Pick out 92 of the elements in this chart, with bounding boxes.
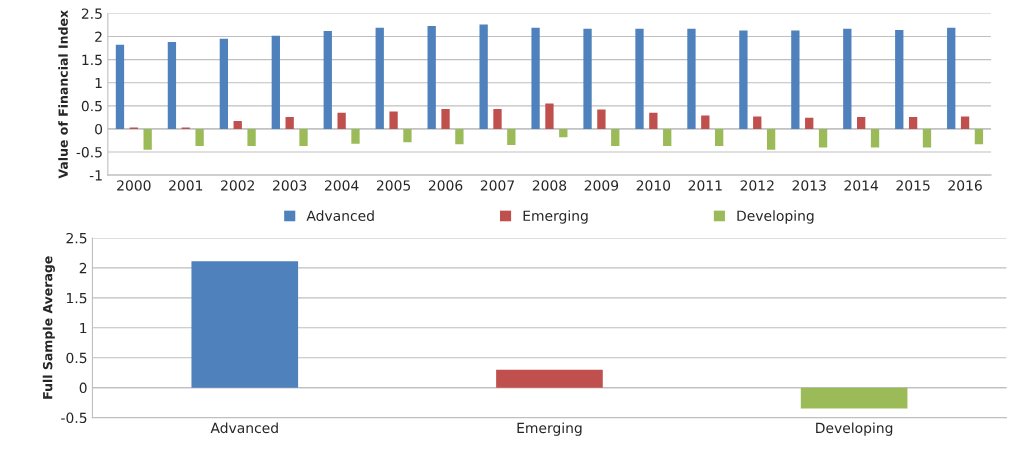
x-tick-label: 2004: [324, 180, 359, 191]
x-tick-label: Emerging: [517, 422, 582, 436]
bar: [791, 30, 800, 129]
x-tick-label: 2000: [117, 180, 151, 191]
x-tick-label: 2010: [636, 180, 671, 191]
bar: [843, 28, 852, 129]
bar: [233, 121, 242, 129]
bar: [351, 128, 360, 144]
y-tick-label: 0: [79, 382, 87, 394]
bar: [496, 369, 603, 388]
bar: [167, 42, 177, 129]
bar: [635, 28, 644, 129]
x-tick-label: 2013: [792, 180, 826, 191]
bar: [271, 35, 280, 129]
y-tick-label: 0.5: [66, 352, 87, 364]
x-tick-label: 2003: [273, 180, 307, 191]
legend-label: Developing: [737, 210, 814, 224]
x-tick-label: 2002: [221, 180, 254, 191]
y-tick-label: 0.5: [81, 100, 102, 112]
bar: [800, 387, 908, 409]
bar: [649, 112, 658, 129]
y-axis-title: Value of Financial Index: [58, 10, 68, 179]
bar: [219, 38, 229, 129]
x-tick-label: 2009: [584, 180, 619, 191]
x-tick-label: Advanced: [210, 422, 278, 434]
y-tick-label: 2: [79, 262, 87, 274]
bar: [545, 103, 554, 129]
bar: [857, 116, 866, 129]
bar: [455, 128, 464, 145]
x-tick-label: 2012: [740, 180, 774, 191]
y-tick-label: 2: [95, 31, 102, 42]
x-tick-label: 2006: [428, 180, 463, 191]
y-tick-label: 1: [95, 77, 102, 89]
x-tick-label: Developing: [816, 422, 893, 436]
x-tick-label: 2011: [688, 180, 722, 191]
bar: [389, 111, 398, 129]
bar: [805, 117, 814, 129]
x-tick-label: 2005: [376, 180, 411, 191]
bar: [870, 128, 880, 148]
bar: [947, 27, 956, 129]
bar: [115, 44, 125, 129]
bar: [960, 116, 970, 129]
bar: [479, 24, 488, 129]
bar: [375, 27, 384, 129]
bar: [247, 128, 256, 147]
x-tick-label: 2008: [532, 180, 567, 191]
y-tick-label: 2.5: [81, 8, 102, 19]
y-tick-label: 1.5: [67, 292, 87, 304]
bar: [597, 109, 606, 129]
bar: [493, 109, 502, 129]
bar: [507, 128, 516, 146]
bar: [701, 115, 710, 129]
bar: [195, 128, 204, 147]
y-axis-title: Full Sample Average: [42, 256, 55, 399]
x-tick-label: 2014: [844, 180, 879, 191]
bar: [583, 28, 592, 129]
x-tick-label: 2007: [480, 180, 514, 191]
y-tick-label: 1: [80, 322, 87, 334]
bar: [715, 128, 724, 147]
y-tick-label: -1: [89, 170, 102, 181]
bar: [285, 116, 294, 129]
y-tick-label: -0.5: [61, 412, 87, 424]
y-tick-label: -0.5: [76, 146, 102, 158]
bar: [753, 116, 762, 129]
bar: [922, 128, 932, 148]
bar: [323, 31, 332, 129]
bar: [818, 128, 828, 148]
bar: [739, 30, 748, 129]
bar: [531, 27, 540, 129]
legend-label: Advanced: [306, 210, 374, 221]
bar: [441, 109, 450, 129]
bar: [143, 128, 152, 150]
bar: [427, 25, 436, 129]
y-tick-label: 1.5: [82, 54, 102, 66]
bar: [299, 128, 308, 147]
bar: [611, 128, 620, 147]
bar: [663, 128, 672, 147]
x-tick-label: 2001: [169, 180, 203, 191]
bar: [687, 28, 696, 129]
x-tick-label: 2016: [948, 180, 982, 191]
bar: [403, 128, 412, 143]
y-tick-label: 2.5: [66, 232, 87, 244]
bar: [895, 30, 904, 129]
bar: [191, 261, 299, 388]
y-tick-label: 0: [95, 123, 103, 135]
bar: [559, 128, 568, 138]
bar: [908, 116, 918, 129]
legend-label: Emerging: [523, 210, 588, 224]
bar: [766, 128, 776, 150]
bar: [337, 112, 346, 129]
x-tick-label: 2015: [896, 180, 930, 191]
bar: [974, 128, 984, 145]
